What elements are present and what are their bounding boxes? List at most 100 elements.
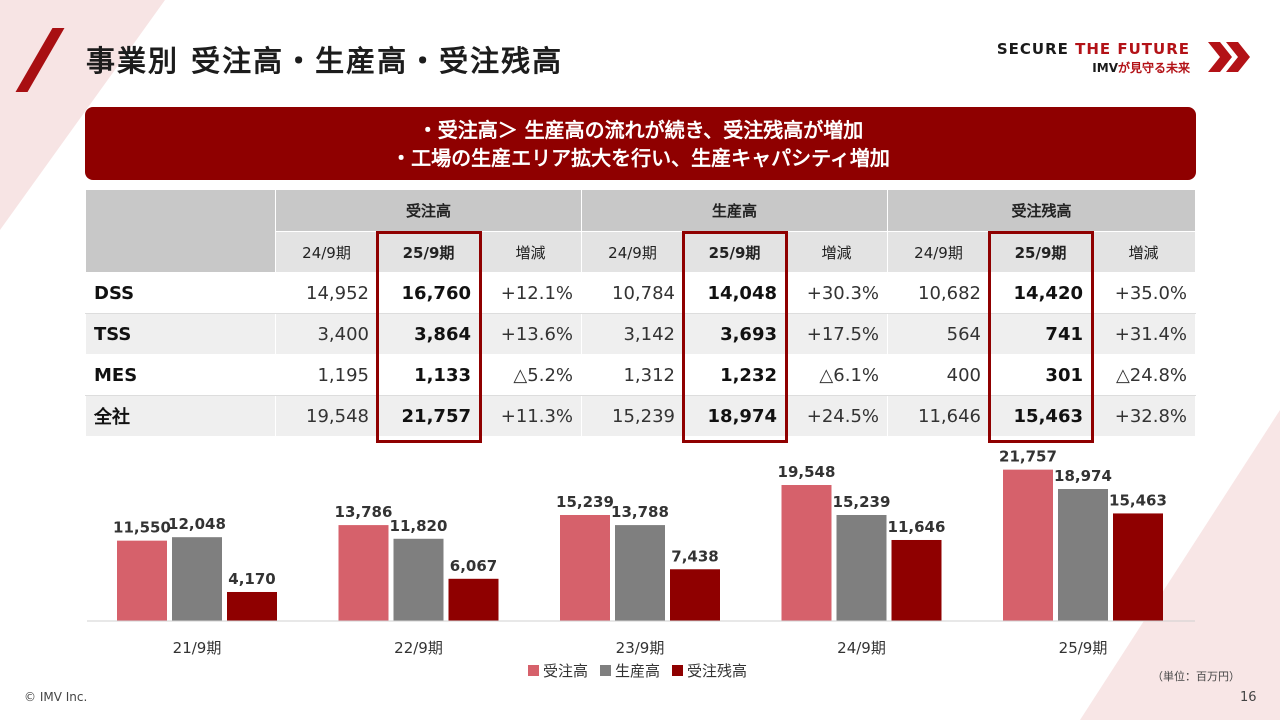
table-row-total: 全社 19,548 21,757 +11.3% 15,239 18,974 +2… — [85, 395, 1196, 437]
bar-value-label: 7,438 — [671, 547, 718, 565]
subheader-current: 25/9期 — [989, 231, 1092, 273]
double-chevron-icon — [1208, 42, 1250, 72]
table-cell: 3,400 — [275, 313, 378, 355]
subheader-prev: 24/9期 — [887, 231, 990, 273]
summary-banner: ・受注高＞ 生産高の流れが続き、受注残高が増加 ・工場の生産エリア拡大を行い、生… — [85, 107, 1196, 180]
legend-swatch — [528, 665, 539, 676]
bar-1-0 — [172, 537, 222, 621]
table-cell: 11,646 — [887, 395, 990, 437]
chart-category-labels: 21/9期 22/9期 23/9期 24/9期 25/9期 — [173, 639, 1108, 657]
bar-value-label: 4,170 — [228, 570, 275, 588]
bar-1-4 — [1058, 489, 1108, 621]
bar-value-label: 13,786 — [335, 503, 393, 521]
bar-value-label: 15,239 — [833, 493, 891, 511]
table-cell: 3,693 — [683, 313, 786, 355]
subheader-prev: 24/9期 — [275, 231, 378, 273]
category-label: 25/9期 — [1059, 639, 1108, 657]
brand-subtitle-part1: IMV — [1092, 61, 1118, 75]
bar-value-label: 12,048 — [168, 515, 226, 533]
table-cell: △6.1% — [785, 354, 888, 396]
brand-subtitle-part2: が見守る未来 — [1117, 61, 1190, 75]
table-cell: 564 — [887, 313, 990, 355]
group-header-orders: 受注高 — [275, 189, 582, 232]
table-cell: +11.3% — [479, 395, 582, 437]
table-cell: +35.0% — [1091, 272, 1196, 314]
table-cell: +13.6% — [479, 313, 582, 355]
bar-2-1 — [448, 578, 499, 621]
bar-value-label: 11,646 — [888, 518, 946, 536]
table-cell: 301 — [989, 354, 1092, 396]
table-cell: 1,312 — [581, 354, 684, 396]
bar-0-3 — [781, 485, 832, 621]
table-cell: +17.5% — [785, 313, 888, 355]
brand-tagline-part2: THE FUTURE — [1075, 40, 1190, 58]
bar-0-1 — [338, 525, 389, 621]
bar-0-0 — [117, 540, 167, 621]
row-label: MES — [85, 354, 276, 396]
page-title: 事業別 受注高・生産高・受注残高 — [86, 44, 564, 78]
table-cell: +31.4% — [1091, 313, 1196, 355]
summary-line-1: ・受注高＞ 生産高の流れが続き、受注残高が増加 — [417, 117, 864, 142]
bar-1-3 — [836, 514, 887, 621]
table-cell: 21,757 — [377, 395, 480, 437]
group-header-production: 生産高 — [581, 189, 888, 232]
table-corner — [85, 189, 276, 273]
subheader-current: 25/9期 — [683, 231, 786, 273]
table-cell: +32.8% — [1091, 395, 1196, 437]
table-cell: +30.3% — [785, 272, 888, 314]
legend-item-orders: 受注高 — [528, 660, 588, 681]
subheader-prev: 24/9期 — [581, 231, 684, 273]
bar-value-label: 11,550 — [113, 519, 171, 537]
bar-value-label: 18,974 — [1054, 467, 1112, 485]
bar-0-2 — [560, 514, 610, 621]
bar-value-label: 15,463 — [1109, 491, 1167, 509]
subheader-current: 25/9期 — [377, 231, 480, 273]
legend-swatch — [672, 665, 684, 676]
legend-swatch — [600, 665, 612, 676]
table-cell: 1,232 — [683, 354, 786, 396]
bar-value-label: 19,548 — [778, 463, 836, 481]
segment-table: 受注高 生産高 受注残高 24/9期 25/9期 増減 24/9期 25/9期 … — [85, 189, 1196, 437]
subheader-change: 増減 — [479, 231, 582, 273]
category-label: 21/9期 — [173, 639, 222, 657]
table-cell: 14,952 — [275, 272, 378, 314]
table-cell: +12.1% — [479, 272, 582, 314]
table-cell: 16,760 — [377, 272, 480, 314]
brand-tagline-part1: SECURE — [996, 40, 1076, 58]
table-cell: 14,048 — [683, 272, 786, 314]
table-cell: 18,974 — [683, 395, 786, 437]
table-cell: 14,420 — [989, 272, 1092, 314]
row-label: TSS — [85, 313, 276, 355]
table-cell: 3,142 — [581, 313, 684, 355]
bar-2-4 — [1113, 513, 1163, 621]
table-row-dss: DSS 14,952 16,760 +12.1% 10,784 14,048 +… — [85, 272, 1196, 314]
subheader-change: 増減 — [785, 231, 888, 273]
brand-subtitle: IMVが見守る未来 — [1092, 59, 1190, 76]
table-row-mes: MES 1,195 1,133 △5.2% 1,312 1,232 △6.1% … — [85, 354, 1196, 396]
category-label: 24/9期 — [837, 639, 886, 657]
bar-1-1 — [393, 538, 444, 621]
chart-bars — [117, 469, 1163, 621]
bar-value-label: 11,820 — [390, 517, 448, 535]
chart-legend: 受注高 生産高 受注残高 — [528, 660, 747, 681]
legend-label: 受注高 — [543, 662, 589, 680]
table-row-tss: TSS 3,400 3,864 +13.6% 3,142 3,693 +17.5… — [85, 313, 1196, 355]
table-cell: 15,463 — [989, 395, 1092, 437]
table-cell: 1,195 — [275, 354, 378, 396]
copyright: © IMV Inc. — [24, 690, 88, 704]
bar-value-label: 15,239 — [556, 493, 614, 511]
table-cell: 19,548 — [275, 395, 378, 437]
brand-logo: SECURE THE FUTURE IMVが見守る未来 — [997, 40, 1252, 76]
category-label: 22/9期 — [394, 639, 443, 657]
table-cell: △24.8% — [1091, 354, 1196, 396]
table-cell: △5.2% — [479, 354, 582, 396]
table-cell: 3,864 — [377, 313, 480, 355]
bar-value-label: 13,788 — [611, 503, 669, 521]
table-cell: 15,239 — [581, 395, 684, 437]
table-cell: 10,784 — [581, 272, 684, 314]
table-cell: +24.5% — [785, 395, 888, 437]
bar-1-2 — [615, 525, 665, 621]
row-label: 全社 — [85, 395, 276, 437]
